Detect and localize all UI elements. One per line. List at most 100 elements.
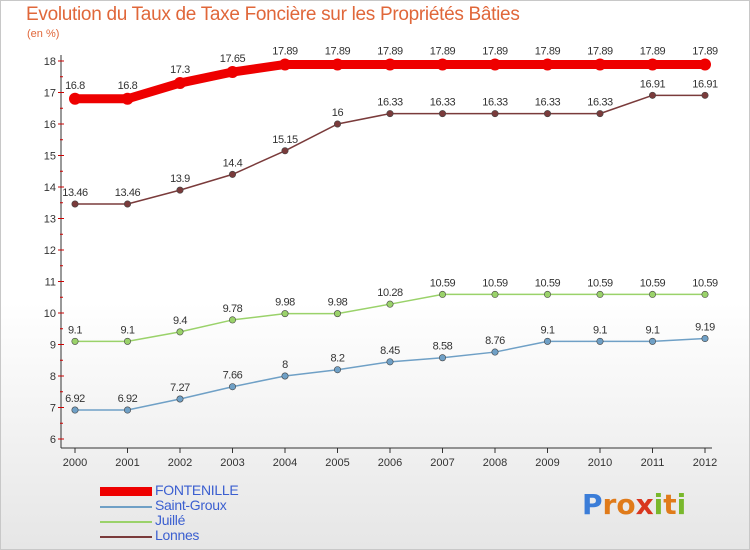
data-point: [596, 290, 604, 298]
data-label: 17.89: [692, 45, 718, 57]
data-label: 13.46: [115, 187, 141, 199]
x-tick-label: 2002: [168, 457, 192, 469]
data-label: 8.76: [485, 335, 505, 347]
data-point: [333, 120, 341, 128]
x-tick-label: 2006: [378, 457, 402, 469]
data-label: 17.89: [482, 45, 508, 57]
legend-swatch: [100, 520, 152, 523]
data-label: 9.1: [68, 324, 82, 336]
data-point: [594, 58, 606, 71]
data-point: [648, 91, 656, 99]
chart-title: Evolution du Taux de Taxe Foncière sur l…: [26, 4, 520, 25]
data-label: 17.89: [325, 45, 351, 57]
y-tick-label: 12: [44, 245, 56, 257]
legend-label: FONTENILLE: [155, 482, 239, 498]
data-label: 9.4: [173, 315, 187, 327]
data-point: [331, 58, 344, 71]
data-label: 7.27: [170, 382, 190, 394]
x-tick-label: 2000: [63, 457, 87, 469]
data-point: [174, 77, 186, 90]
data-point: [648, 337, 656, 345]
data-point: [491, 290, 499, 298]
data-label: 9.78: [223, 303, 243, 315]
data-label: 6.92: [118, 393, 138, 405]
data-point: [384, 58, 396, 71]
legend-label: Lonnes: [155, 527, 200, 543]
data-point: [176, 395, 184, 403]
data-point: [438, 290, 446, 298]
data-point: [281, 372, 289, 380]
data-label: 10.59: [692, 277, 718, 289]
data-point: [229, 316, 237, 324]
data-label: 17.89: [535, 45, 561, 57]
data-label: 16.33: [535, 97, 561, 109]
data-point: [333, 366, 341, 374]
data-label: 13.46: [62, 187, 88, 199]
y-tick-label: 17: [44, 88, 56, 100]
data-point: [701, 91, 709, 99]
data-point: [648, 290, 656, 298]
data-label: 17.89: [430, 45, 456, 57]
x-tick-label: 2007: [430, 457, 454, 469]
y-tick-label: 14: [44, 182, 56, 194]
data-label: 10.59: [430, 277, 456, 289]
data-point: [438, 110, 446, 118]
data-point: [701, 335, 709, 343]
data-point: [386, 358, 394, 366]
data-point: [279, 58, 291, 71]
data-label: 16.33: [482, 97, 508, 109]
x-tick-label: 2008: [483, 457, 507, 469]
y-tick-label: 10: [44, 308, 56, 320]
x-tick-label: 2010: [588, 457, 612, 469]
data-point: [124, 406, 132, 414]
y-tick-label: 8: [50, 371, 56, 383]
data-label: 16.8: [65, 80, 85, 92]
data-label: 17.89: [640, 45, 666, 57]
data-label: 16.33: [377, 97, 403, 109]
y-tick-label: 15: [44, 151, 56, 163]
data-point: [543, 337, 551, 345]
data-point: [386, 110, 394, 118]
logo-letter: x: [635, 488, 654, 521]
data-label: 7.66: [223, 370, 243, 382]
x-tick-label: 2012: [693, 457, 717, 469]
y-tick-label: 18: [44, 56, 56, 68]
data-label: 16.33: [430, 97, 456, 109]
data-label: 16: [332, 107, 344, 119]
legend-swatch: [100, 487, 152, 496]
chart-subtitle: (en %): [27, 28, 60, 40]
data-label: 17.89: [272, 45, 298, 57]
data-label: 17.89: [377, 45, 403, 57]
data-point: [226, 66, 239, 79]
data-point: [541, 58, 554, 71]
data-point: [176, 186, 184, 194]
legend-swatch: [100, 505, 152, 508]
data-point: [229, 170, 237, 178]
data-point: [386, 300, 394, 308]
data-label: 9.19: [695, 322, 715, 334]
data-label: 10.59: [587, 277, 613, 289]
data-point: [121, 92, 134, 105]
data-label: 17.89: [587, 45, 613, 57]
data-label: 14.4: [223, 157, 243, 169]
data-label: 15.15: [272, 134, 298, 146]
logo-letter: i: [676, 488, 687, 521]
data-label: 9.1: [540, 324, 554, 336]
x-tick-label: 2011: [641, 457, 665, 469]
data-label: 10.59: [535, 277, 561, 289]
data-label: 9.98: [275, 297, 295, 309]
y-tick-label: 9: [50, 340, 56, 352]
data-label: 6.92: [65, 393, 85, 405]
x-tick-label: 2009: [535, 457, 559, 469]
data-point: [229, 383, 237, 391]
data-label: 16.8: [118, 80, 138, 92]
logo-letter: o: [616, 488, 636, 521]
data-label: 9.1: [593, 324, 607, 336]
data-point: [176, 328, 184, 336]
legend-label: Saint-Groux: [155, 497, 227, 513]
legend-swatch: [100, 535, 152, 538]
data-point: [71, 200, 79, 208]
data-point: [699, 58, 711, 71]
